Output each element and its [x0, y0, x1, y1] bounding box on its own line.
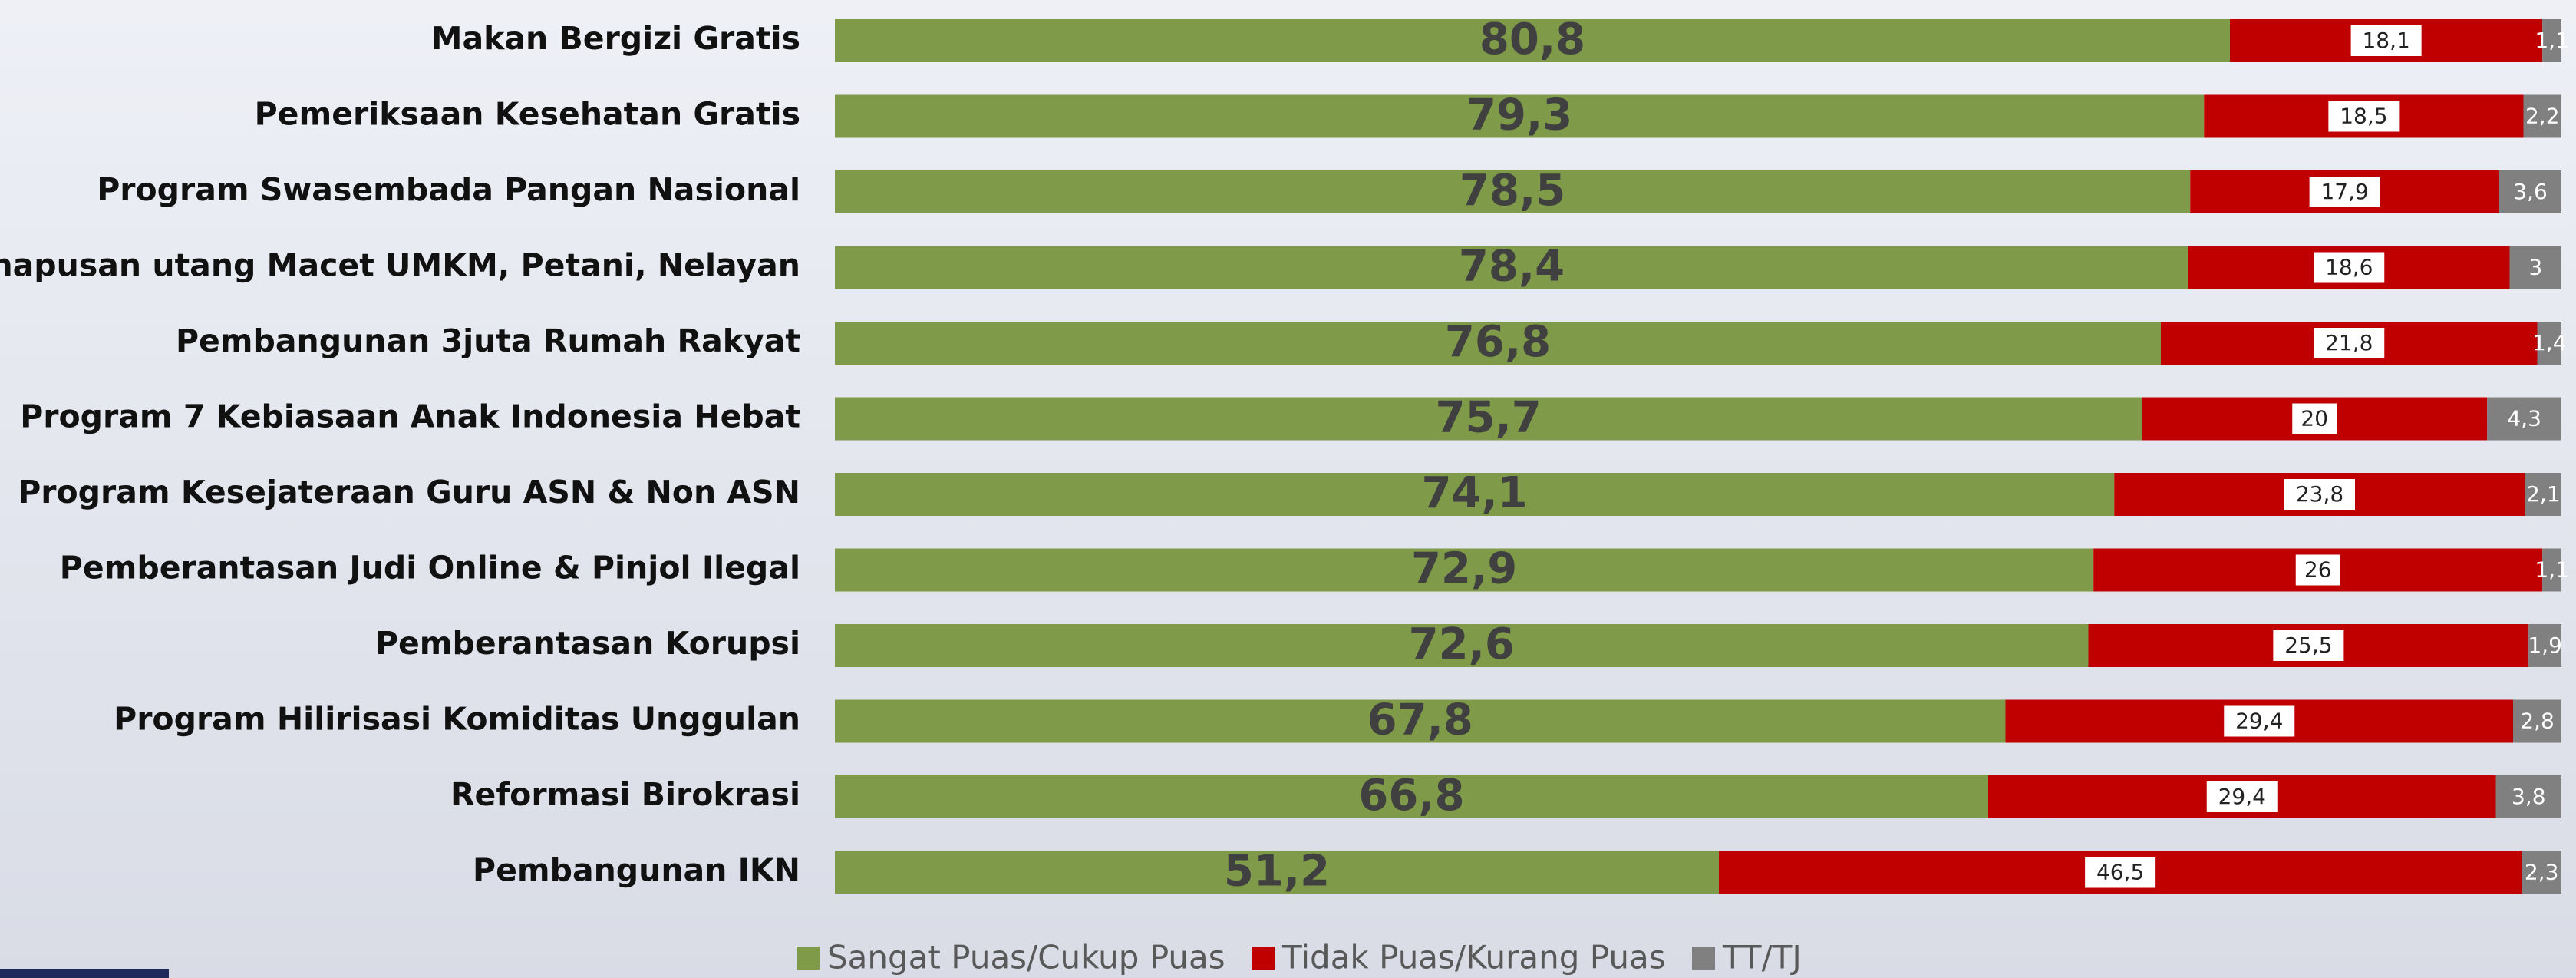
- value-label: 75,7: [1436, 393, 1542, 443]
- page: Makan Bergizi Gratis 80,8 18,1 1,1 Pemeriksa…: [0, 0, 2576, 978]
- value-label: 17,9: [2320, 179, 2368, 204]
- value-label: 1,9: [2528, 633, 2562, 658]
- category-label: Makan Bergizi Gratis: [431, 20, 800, 57]
- legend-label: TT/TJ: [1722, 939, 1802, 976]
- value-label: 2,8: [2520, 709, 2555, 734]
- category-label: Pemberantasan Korupsi: [375, 625, 800, 662]
- value-label: 78,4: [1459, 242, 1565, 292]
- value-label: 1,1: [2535, 557, 2569, 583]
- category-label: Pemeriksaan Kesehatan Gratis: [255, 96, 800, 133]
- legend-label: Sangat Puas/Cukup Puas: [827, 939, 1225, 976]
- value-label: 18,6: [2325, 255, 2373, 280]
- value-label: 80,8: [1479, 15, 1585, 64]
- corner-strip: [0, 969, 169, 978]
- value-label: 20: [2301, 406, 2328, 431]
- category-label: Program 7 Kebiasaan Anak Indonesia Hebat: [20, 398, 800, 435]
- category-label: Penghapusan utang Macet UMKM, Petani, Ne…: [0, 247, 800, 284]
- value-label: 23,8: [2296, 481, 2343, 507]
- value-label: 66,8: [1358, 771, 1464, 821]
- chart: Makan Bergizi Gratis 80,8 18,1 1,1 Pemeriksa…: [0, 0, 2576, 978]
- legend-label: Tidak Puas/Kurang Puas: [1281, 939, 1666, 976]
- value-label: 2,1: [2526, 481, 2561, 507]
- value-label: 25,5: [2284, 633, 2332, 658]
- value-label: 1,1: [2535, 28, 2569, 53]
- category-label: Program Kesejateraan Guru ASN & Non ASN: [18, 474, 800, 510]
- value-label: 76,8: [1445, 317, 1551, 367]
- value-label: 18,5: [2340, 104, 2387, 129]
- legend-swatch: [1252, 947, 1275, 970]
- value-label: 72,6: [1409, 620, 1515, 669]
- category-label: Reformasi Birokrasi: [450, 776, 800, 813]
- value-label: 29,4: [2235, 709, 2283, 734]
- value-label: 4,3: [2507, 406, 2541, 431]
- value-label: 26: [2304, 557, 2332, 583]
- value-label: 79,3: [1466, 91, 1572, 140]
- value-label: 1,4: [2532, 330, 2567, 355]
- category-label: Program Swasembada Pangan Nasional: [97, 171, 800, 208]
- value-label: 51,2: [1224, 847, 1330, 897]
- value-label: 21,8: [2325, 330, 2373, 355]
- value-label: 72,9: [1411, 544, 1517, 594]
- category-label: Program Hilirisasi Komiditas Unggulan: [114, 701, 800, 738]
- value-label: 2,2: [2525, 104, 2560, 129]
- value-label: 18,1: [2362, 28, 2409, 53]
- value-label: 29,4: [2218, 784, 2266, 809]
- legend-swatch: [797, 947, 820, 970]
- value-label: 74,1: [1422, 468, 1528, 518]
- value-label: 67,8: [1367, 696, 1473, 745]
- category-label: Pemberantasan Judi Online & Pinjol Ilega…: [60, 550, 800, 586]
- legend-swatch: [1692, 947, 1715, 970]
- value-label: 46,5: [2096, 860, 2144, 885]
- category-label: Pembangunan IKN: [473, 852, 800, 889]
- value-label: 2,3: [2525, 860, 2559, 885]
- value-label: 78,5: [1460, 166, 1565, 216]
- value-label: 3,8: [2512, 784, 2546, 809]
- category-label: Pembangunan 3juta Rumah Rakyat: [176, 322, 800, 359]
- value-label: 3,6: [2513, 179, 2548, 204]
- value-label: 3: [2528, 255, 2542, 280]
